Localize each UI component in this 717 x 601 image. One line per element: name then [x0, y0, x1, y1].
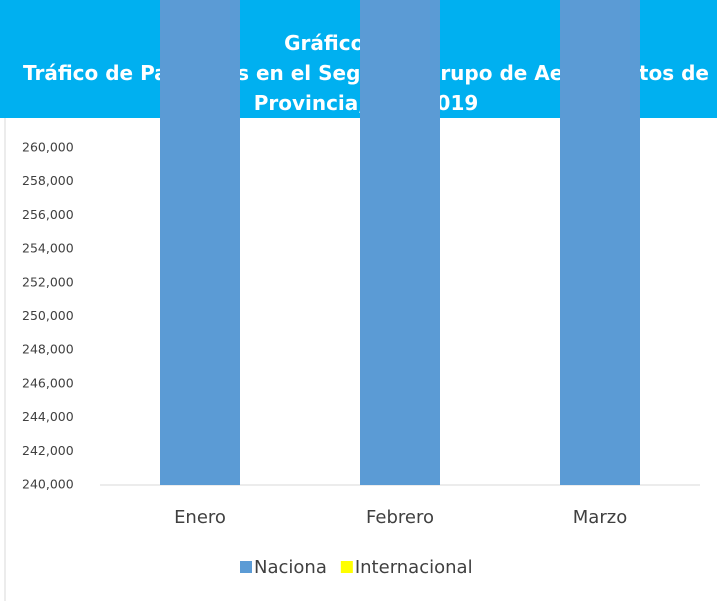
y-tick-label: 244,000 [22, 409, 74, 424]
bar-segment [160, 0, 240, 485]
y-tick-label: 250,000 [22, 308, 74, 323]
bar-segment [560, 0, 640, 485]
legend-label: Internacional [355, 557, 473, 578]
legend-swatch [340, 561, 353, 573]
x-tick-label: Marzo [573, 507, 627, 528]
y-tick-label: 242,000 [22, 443, 74, 458]
legend-swatch [240, 561, 252, 573]
legend-label: Naciona [254, 557, 327, 578]
y-tick-label: 240,000 [22, 477, 74, 492]
y-tick-label: 246,000 [22, 375, 74, 390]
y-tick-label: 256,000 [22, 207, 74, 222]
y-tick-label: 260,000 [22, 140, 74, 155]
x-tick-label: Enero [174, 507, 226, 528]
x-tick-label: Febrero [366, 507, 434, 528]
y-tick-label: 248,000 [22, 342, 74, 357]
y-tick-label: 254,000 [22, 241, 74, 256]
bar-segment [360, 0, 440, 486]
y-tick-label: 252,000 [22, 274, 74, 289]
y-tick-label: 258,000 [22, 173, 74, 188]
